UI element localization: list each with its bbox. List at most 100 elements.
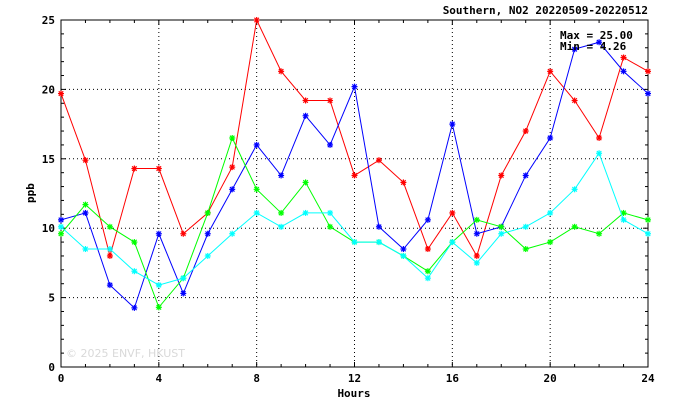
data-point [180,230,187,237]
data-point [449,209,456,216]
y-tick-label: 20 [42,83,55,96]
x-tick-label: 12 [348,372,361,385]
data-point [571,223,578,230]
data-point [204,209,211,216]
data-point [375,157,382,164]
data-point [449,239,456,246]
data-point [253,141,260,148]
data-point [58,223,64,230]
x-tick-label: 0 [58,372,65,385]
data-point [547,68,554,75]
data-point [106,223,113,230]
data-point [351,239,358,246]
axis-ticks: 0 4 8 12 16 20 24 0 5 10 15 20 25 [42,14,655,385]
data-point [155,165,162,172]
data-point [278,223,285,230]
data-point [547,134,554,141]
data-point [400,179,407,186]
data-point [229,164,236,171]
data-point [278,209,285,216]
data-point [351,172,358,179]
data-point [155,282,162,289]
data-point [522,223,529,230]
chart-title: Southern, NO2 20220509-20220512 [443,4,648,17]
y-tick-label: 15 [42,153,55,166]
min-annotation: Min = 4.26 [560,40,627,53]
data-point [180,290,187,297]
data-point [645,230,651,237]
data-point [424,275,431,282]
data-point [351,83,358,90]
data-point [58,216,64,223]
y-tick-label: 0 [48,361,55,374]
data-point [620,216,627,223]
data-point [400,252,407,259]
data-point [253,209,260,216]
data-point [596,150,603,157]
data-point [106,252,113,259]
data-point [645,90,651,97]
data-point [596,230,603,237]
data-point [424,268,431,275]
data-point [547,239,554,246]
data-point [180,275,187,282]
data-point [473,259,480,266]
data-point [82,157,89,164]
y-tick-label: 5 [48,292,55,305]
data-point [302,209,309,216]
data-point [302,97,309,104]
data-point [327,97,334,104]
y-tick-label: 25 [42,14,55,27]
data-point [229,134,236,141]
data-point [278,172,285,179]
data-point [278,68,285,75]
data-point [131,239,138,246]
grid [61,20,648,367]
x-tick-label: 4 [156,372,163,385]
data-point [571,97,578,104]
x-tick-label: 8 [253,372,260,385]
data-point [547,209,554,216]
data-point [620,54,627,61]
data-point [302,179,309,186]
data-point [400,246,407,253]
y-tick-label: 10 [42,222,55,235]
data-point [155,304,162,311]
data-point [58,90,64,97]
data-point [327,223,334,230]
data-point [424,246,431,253]
data-point [498,223,505,230]
data-point [473,216,480,223]
data-point [131,268,138,275]
data-point [302,112,309,119]
data-point [424,216,431,223]
data-point [375,239,382,246]
data-point [596,39,603,46]
x-tick-label: 24 [641,372,655,385]
data-point [229,186,236,193]
max-annotation: Max = 25.00 [560,29,633,42]
data-point [571,186,578,193]
x-tick-label: 16 [446,372,460,385]
data-point [645,68,651,75]
data-point [571,46,578,53]
data-point [229,230,236,237]
watermark: © 2025 ENVF, HKUST [66,347,185,360]
data-point [522,172,529,179]
data-point [473,252,480,259]
data-point [155,230,162,237]
data-point [131,165,138,172]
series-line-3 [60,136,649,309]
data-point [106,246,113,253]
data-point [106,282,113,289]
y-axis-label: ppb [24,183,37,203]
data-point [620,68,627,75]
data-point [498,172,505,179]
data-point [204,252,211,259]
data-point [58,230,64,237]
series-group [58,17,651,311]
data-point [498,230,505,237]
data-point [375,223,382,230]
data-point [253,186,260,193]
